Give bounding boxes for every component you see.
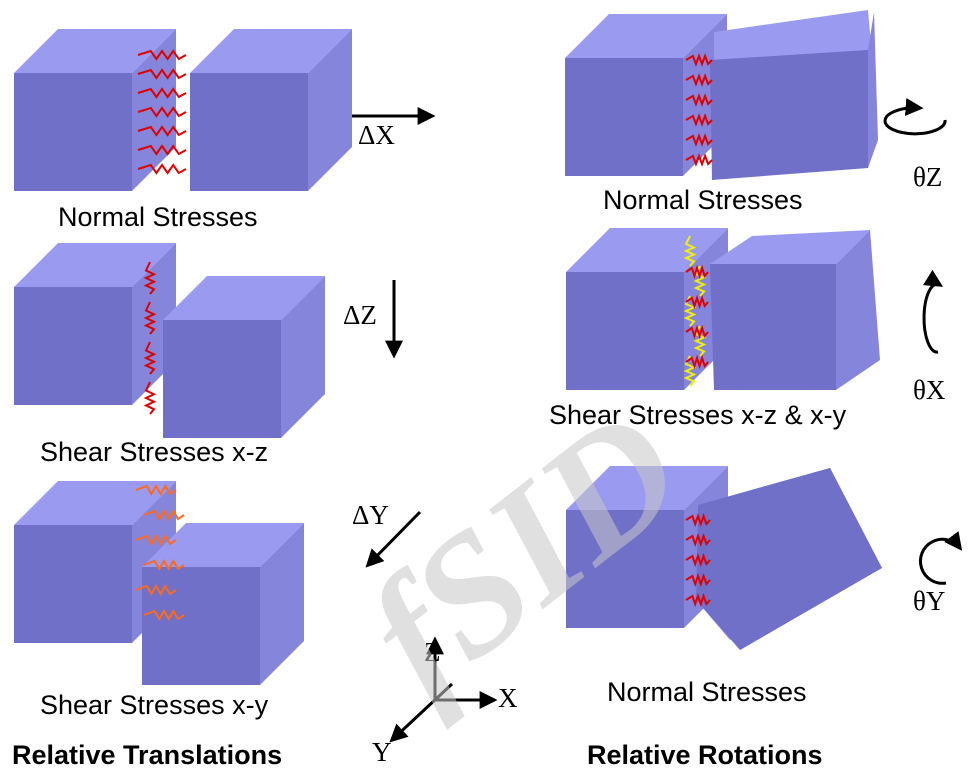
trans-shear-xy-spring-1	[143, 509, 185, 521]
relative-translations-title: Relative Translations	[12, 740, 283, 770]
rot-z-right-cube-side	[868, 12, 878, 168]
trans-shear-xy-right-cube-side	[260, 523, 304, 685]
trans-shear-xz-spring-0	[143, 261, 157, 295]
trans-shear-xz-right-cube-top	[163, 276, 325, 320]
rot-x-spring-red-1	[685, 294, 709, 310]
rot-y-spring-2	[685, 552, 711, 568]
delta-x-label: ΔX	[358, 120, 395, 150]
trans-shear-xz-spring-2	[143, 341, 157, 375]
rot-x-spring-yellow-0	[683, 235, 697, 267]
trans-shear-xz-right-cube	[163, 276, 325, 438]
rot-z-spring-5	[685, 153, 713, 167]
trans-normal-left-cube-top	[14, 29, 176, 73]
theta-z-arrow	[883, 97, 947, 136]
rot-y-spring-4	[685, 592, 711, 608]
trans-shear-xz-spring-1	[143, 301, 157, 335]
trans-shear-xz-spring-3	[143, 381, 157, 415]
theta-x-arrow	[922, 269, 944, 354]
rot-z-right-cube-top	[714, 10, 872, 60]
rot-x-spring-red-2	[685, 324, 709, 340]
rot-z-left-cube-top	[565, 14, 727, 58]
trans-shear-xy-spring-5	[143, 609, 185, 621]
arrows-layer	[352, 97, 963, 743]
theta-z-label: θZ	[913, 162, 943, 192]
trans-normal-spring-2	[137, 87, 187, 99]
rot-y-left-cube-top	[566, 466, 728, 510]
delta-y-arrow	[365, 510, 422, 568]
shear-xz-label: Shear Stresses x-z	[40, 437, 269, 467]
rot-x-spring-red-3	[685, 354, 709, 370]
trans-shear-xy-spring-4	[135, 584, 177, 596]
axis-y-line	[389, 682, 454, 743]
delta-z-label: ΔZ	[343, 300, 377, 330]
rot-z-spring-3	[685, 113, 713, 127]
trans-shear-xy-spring-3	[143, 559, 185, 571]
rot-z-spring-0	[685, 53, 713, 67]
shear-xy-label: Shear Stresses x-y	[40, 690, 269, 720]
axis-y-label: Y	[372, 737, 392, 767]
trans-shear-xz-left-cube	[14, 243, 176, 405]
normal-stresses-rotation-z-label: Normal Stresses	[603, 185, 803, 215]
theta-y-label: θY	[913, 586, 946, 616]
axis-x-label: X	[498, 683, 518, 713]
axis-z-label: Z	[424, 637, 441, 667]
normal-stresses-rotation-y-label: Normal Stresses	[607, 677, 807, 707]
shear-xz-xy-label: Shear Stresses x-z & x-y	[549, 400, 847, 430]
rot-z-right-cube-front	[710, 50, 868, 180]
rot-x-right-cube-front	[710, 264, 836, 390]
trans-shear-xy-right-cube	[142, 523, 304, 685]
rot-x-spring-yellow-2	[683, 295, 697, 327]
trans-normal-spring-0	[137, 49, 187, 61]
trans-shear-xy-right-cube-top	[142, 523, 304, 567]
rot-x-right-cube-top	[710, 230, 870, 264]
rot-z-left-cube-front	[565, 58, 683, 176]
rot-y-left-cube-front	[566, 510, 684, 628]
rot-x-left-cube-front	[566, 272, 684, 390]
theta-x-label: θX	[913, 375, 946, 405]
rot-x-spring-yellow-3	[693, 325, 707, 357]
trans-normal-spring-5	[137, 144, 187, 156]
trans-shear-xy-right-cube-front	[142, 567, 260, 685]
trans-normal-right-cube-front	[190, 73, 308, 191]
rot-z-spring-1	[685, 73, 713, 87]
normal-stresses-translation-label: Normal Stresses	[58, 202, 258, 232]
rot-y-spring-0	[685, 512, 711, 528]
cubes-layer	[14, 10, 882, 685]
springs-layer	[135, 49, 713, 621]
trans-normal-spring-3	[137, 106, 187, 118]
trans-shear-xy-left-cube-front	[14, 525, 132, 643]
rot-x-spring-yellow-4	[683, 355, 697, 387]
rot-y-spring-1	[685, 532, 711, 548]
trans-normal-spring-1	[137, 68, 187, 80]
trans-normal-spring-6	[137, 163, 187, 175]
rot-y-spring-3	[685, 572, 711, 588]
rot-y-right-cube-body	[696, 468, 882, 650]
trans-normal-right-cube-top	[190, 29, 352, 73]
trans-shear-xz-right-cube-front	[163, 320, 281, 438]
rot-x-right-cube-side	[836, 230, 880, 390]
rot-x-spring-yellow-1	[693, 265, 707, 297]
trans-shear-xz-right-cube-side	[281, 276, 325, 438]
trans-shear-xy-left-cube-top	[14, 481, 176, 525]
rot-z-left-cube	[565, 14, 727, 176]
trans-shear-xy-spring-0	[135, 484, 177, 496]
delta-y-label: ΔY	[352, 500, 389, 530]
trans-normal-spring-4	[137, 125, 187, 137]
relative-rotations-title: Relative Rotations	[587, 740, 823, 770]
trans-shear-xy-spring-2	[135, 534, 177, 546]
trans-normal-right-cube-side	[308, 29, 352, 191]
rot-x-spring-red-0	[685, 264, 709, 280]
rot-z-spring-4	[685, 133, 713, 147]
trans-shear-xz-left-cube-front	[14, 287, 132, 405]
trans-normal-right-cube	[190, 29, 352, 191]
trans-shear-xz-left-cube-top	[14, 243, 176, 287]
rot-z-spring-2	[685, 93, 713, 107]
theta-y-arrow	[918, 531, 963, 585]
trans-normal-left-cube-front	[14, 73, 132, 191]
